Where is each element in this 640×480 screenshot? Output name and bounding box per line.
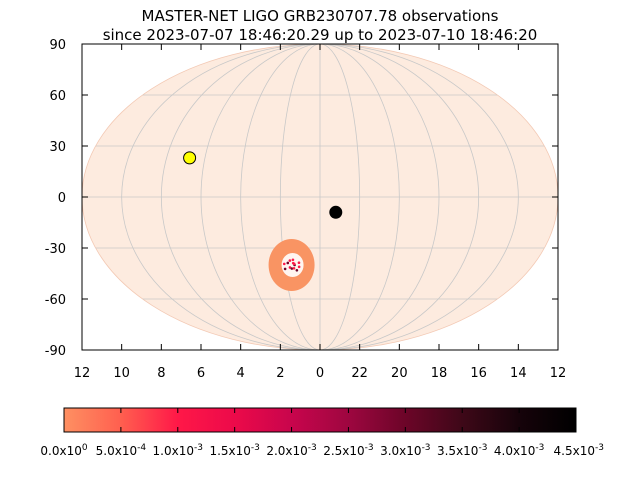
localization-peak (282, 262, 286, 266)
chart-title-line-2: since 2023-07-07 18:46:20.29 up to 2023-… (102, 26, 538, 44)
x-tick-label: 2 (276, 366, 284, 381)
grid-line-ra (121, 44, 321, 350)
x-tick-label: 8 (157, 366, 165, 381)
y-tick-label: -30 (45, 242, 66, 257)
x-tick-label: 6 (197, 366, 205, 381)
x-tick-label: 18 (431, 366, 448, 381)
colorbar-tick-label: 1.0x10-3 (153, 443, 203, 458)
grid-line-ra (319, 44, 440, 350)
colorbar-tick-label: 3.5x10-3 (437, 443, 487, 458)
localization-peak (283, 267, 287, 271)
chart-title-line-1: MASTER-NET LIGO GRB230707.78 observation… (141, 7, 499, 25)
localization-peak (288, 259, 292, 262)
x-tick-label: 4 (237, 366, 245, 381)
x-tick-label: 12 (550, 366, 567, 381)
colorbar-tick-label: 2.5x10-3 (323, 443, 373, 458)
localization-peak (295, 268, 299, 272)
x-tick-label: 10 (113, 366, 130, 381)
y-tick-label: -60 (45, 293, 66, 308)
x-tick-label: 14 (510, 366, 527, 381)
localization-core (281, 253, 304, 277)
x-tick-label: 0 (316, 366, 324, 381)
grid-line-ra (319, 44, 400, 350)
y-axis: 90 60 30 0 -30 -60 -90 (45, 38, 558, 359)
x-axis: 12 10 8 6 4 2 0 22 20 18 16 14 12 (74, 44, 567, 381)
localization-peak (288, 266, 292, 269)
y-tick-label: 0 (58, 191, 66, 206)
grid-lines (82, 44, 558, 350)
colorbar-gradient (63, 407, 577, 433)
grid-line-ra (319, 44, 519, 350)
colorbar-tick-label: 3.0x10-3 (380, 443, 430, 458)
colorbar-tick-label: 4.5x10-3 (554, 443, 604, 458)
grid-line-ra (319, 44, 361, 350)
localization-peak (286, 261, 290, 265)
y-tick-label: 30 (49, 140, 66, 155)
grid-line-ra (240, 44, 321, 350)
colorbar-tick-label: 1.5x10-3 (209, 443, 259, 458)
grid-line-ra (160, 44, 321, 350)
y-tick-label: 60 (49, 89, 66, 104)
localization-peak (291, 261, 295, 265)
sky-projection (81, 43, 559, 351)
x-tick-label: 22 (351, 366, 368, 381)
localization-peak (290, 267, 294, 270)
colorbar: 0.0x100 5.0x10-4 1.0x10-3 1.5x10-3 2.0x10-3 2… (40, 407, 604, 458)
grid-line-ra (200, 44, 321, 350)
localization-peak (297, 261, 301, 264)
colorbar-tick-label: 4.0x10-3 (494, 443, 544, 458)
x-tick-label: 12 (74, 366, 91, 381)
y-tick-label: 90 (49, 38, 66, 53)
localization-peak (292, 266, 296, 270)
colorbar-tick-label: 2.0x10-3 (266, 443, 316, 458)
grid-line-ra (279, 44, 321, 350)
y-tick-label: -90 (45, 344, 66, 359)
observation-point (329, 205, 343, 219)
x-tick-label: 20 (391, 366, 408, 381)
colorbar-tick-label: 5.0x10-4 (96, 443, 147, 458)
localization-peak (291, 258, 295, 262)
observation-point (183, 151, 197, 165)
colorbar-tick-label: 0.0x100 (40, 443, 87, 458)
grid-line-ra (319, 44, 480, 350)
localization-peak (297, 265, 301, 269)
x-tick-label: 16 (470, 366, 487, 381)
